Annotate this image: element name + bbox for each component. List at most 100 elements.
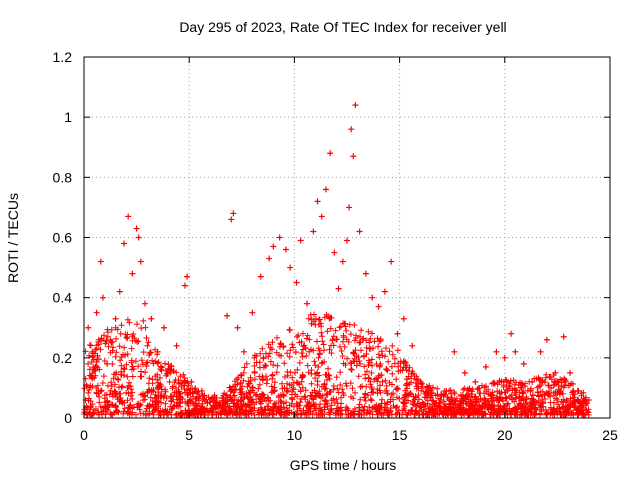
data-point [234,324,241,331]
data-point [89,348,96,355]
data-point [198,387,205,394]
data-point [543,336,550,343]
data-point [331,249,338,256]
data-point [99,294,106,301]
data-point [108,339,115,346]
x-tick-labels: 0 5 10 15 20 25 [80,427,618,443]
data-point [388,258,395,265]
data-point [575,387,582,394]
data-point [224,312,231,319]
data-point [394,330,401,337]
data-point [482,363,489,370]
y-tick-label: 0.6 [53,230,73,246]
data-point [552,369,559,376]
data-point [493,348,500,355]
data-point [116,288,123,295]
data-point [318,213,325,220]
x-tick-label: 15 [392,427,408,443]
data-point [339,258,346,265]
data-point [133,225,140,232]
data-point [154,348,161,355]
data-point [381,288,388,295]
data-point [148,315,155,322]
x-tick-label: 0 [80,427,88,443]
data-point [567,369,574,376]
data-point [314,198,321,205]
data-point [529,378,536,385]
data-point [142,300,149,307]
data-point [400,315,407,322]
data-point [512,348,519,355]
grid [84,57,610,418]
data-point [257,273,264,280]
y-tick-label: 0.4 [53,290,73,306]
data-point [297,237,304,244]
data-point [520,360,527,367]
data-point [310,228,317,235]
data-point [230,210,237,217]
data-point [472,378,479,385]
data-point [249,309,256,316]
data-point [211,393,218,400]
data-point [287,264,294,271]
data-point [137,258,144,265]
data-point [344,237,350,244]
data-point [266,255,273,262]
x-tick-label: 20 [497,427,513,443]
data-point [356,228,363,235]
data-point [451,348,458,355]
data-point [322,186,329,193]
data-point [93,309,100,316]
data-point [184,273,191,280]
y-tick-label: 0.2 [53,350,73,366]
data-point [327,150,334,157]
data-point [167,366,174,373]
data-point [85,324,92,331]
data-point [350,153,357,160]
data-point [120,240,127,247]
data-point [348,126,355,133]
data-point [409,342,416,349]
data-point [240,348,247,355]
axis-ticks [83,56,611,419]
data-point [375,303,382,310]
data-point [346,204,353,211]
data-point [104,360,111,367]
data-point [160,324,167,331]
y-tick-label: 1 [64,109,72,125]
data-point [369,294,376,301]
data-point [181,282,188,289]
data-point [501,354,508,361]
y-tick-label: 0 [64,410,72,426]
data-point [461,369,468,376]
data-point [276,234,283,241]
data-point [362,270,369,277]
x-tick-label: 10 [287,427,303,443]
data-point [508,330,515,337]
data-point [270,243,277,250]
y-axis-title: ROTI / TECUs [5,193,21,283]
y-tick-label: 0.8 [53,169,73,185]
data-point [97,258,104,265]
data-point [129,270,136,277]
data-point [293,279,300,286]
data-point [335,285,342,292]
data-point [440,390,447,397]
data-point [188,378,195,385]
data-point [583,399,590,406]
data-points [81,102,592,418]
data-point [135,234,142,241]
x-axis-title: GPS time / hours [290,457,397,473]
data-point [304,300,311,307]
data-point [173,342,180,349]
y-tick-labels: 0 0.2 0.4 0.6 0.8 1 1.2 [53,49,73,426]
data-point [417,378,424,385]
data-point [282,246,289,253]
chart-title: Day 295 of 2023, Rate Of TEC Index for r… [179,19,506,35]
data-point [112,315,119,322]
data-point [537,348,544,355]
x-tick-label: 25 [602,427,618,443]
data-point [560,333,567,340]
data-point [125,213,132,220]
